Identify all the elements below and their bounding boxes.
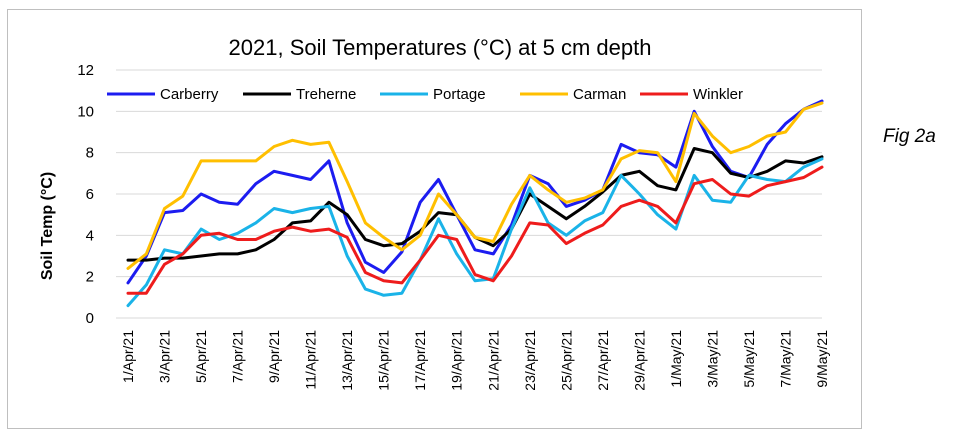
y-tick-label: 10 xyxy=(77,103,94,120)
x-tick-label: 7/Apr/21 xyxy=(230,330,246,383)
legend-label-treherne: Treherne xyxy=(296,86,356,103)
chart-frame xyxy=(7,9,862,429)
legend-label-portage: Portage xyxy=(433,86,486,103)
series-line-carberry xyxy=(126,99,824,285)
x-tick-label: 1/May/21 xyxy=(668,330,684,388)
x-tick-label: 19/Apr/21 xyxy=(449,330,465,391)
x-tick-label: 5/May/21 xyxy=(741,330,757,388)
x-tick-label: 15/Apr/21 xyxy=(376,330,392,391)
y-tick-label: 2 xyxy=(86,269,94,286)
series-lines xyxy=(126,99,824,308)
y-tick-labels: 0 2 4 6 8 10 12 xyxy=(77,62,94,327)
y-tick-label: 0 xyxy=(86,310,94,327)
x-tick-label: 23/Apr/21 xyxy=(522,330,538,391)
x-tick-labels: 1/Apr/21 3/Apr/21 5/Apr/21 7/Apr/21 9/Apr/21… xyxy=(120,330,830,391)
gridlines xyxy=(116,69,822,319)
x-tick-label: 3/May/21 xyxy=(704,330,720,388)
series-line-portage xyxy=(126,157,824,308)
legend-label-carberry: Carberry xyxy=(160,86,219,103)
x-tick-label: 9/May/21 xyxy=(814,330,830,388)
legend-label-winkler: Winkler xyxy=(693,86,743,103)
series-line-winkler xyxy=(126,165,824,295)
y-tick-label: 6 xyxy=(86,186,94,203)
x-tick-label: 1/Apr/21 xyxy=(120,330,136,383)
legend: Carberry Treherne Portage Carman Winkler xyxy=(107,86,743,103)
legend-label-carman: Carman xyxy=(573,86,626,103)
x-tick-label: 29/Apr/21 xyxy=(631,330,647,391)
figure-label: Fig 2a xyxy=(883,126,936,147)
y-tick-label: 4 xyxy=(86,227,94,244)
chart-title: 2021, Soil Temperatures (°C) at 5 cm dep… xyxy=(229,35,652,60)
x-tick-label: 7/May/21 xyxy=(777,330,793,388)
x-tick-label: 27/Apr/21 xyxy=(595,330,611,391)
series-line-carman xyxy=(126,101,824,270)
x-tick-label: 11/Apr/21 xyxy=(303,330,319,390)
y-tick-label: 12 xyxy=(77,62,94,79)
x-tick-label: 17/Apr/21 xyxy=(412,330,428,391)
x-tick-label: 21/Apr/21 xyxy=(485,330,501,391)
x-tick-label: 3/Apr/21 xyxy=(157,330,173,383)
y-axis-label: Soil Temp (°C) xyxy=(39,172,56,280)
x-tick-label: 9/Apr/21 xyxy=(266,330,282,383)
x-tick-label: 5/Apr/21 xyxy=(193,330,209,383)
x-tick-label: 13/Apr/21 xyxy=(339,330,355,391)
y-tick-label: 8 xyxy=(86,145,94,162)
x-tick-label: 25/Apr/21 xyxy=(558,330,574,391)
